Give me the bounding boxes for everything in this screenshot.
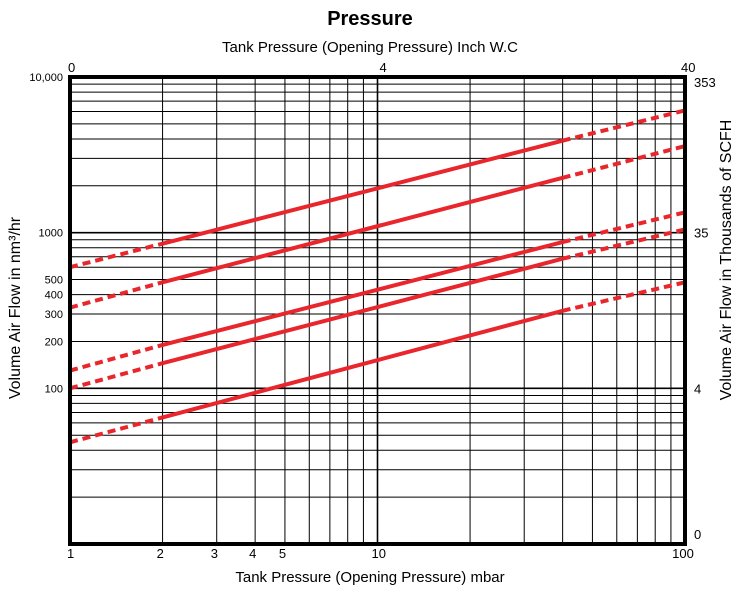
y-axis-title-right: Volume Air Flow in Thousands of SCFH	[718, 120, 735, 401]
series-1-solid-segment	[162, 138, 564, 246]
series-1-dashed-segment	[69, 241, 164, 270]
top-tick-label: 4	[380, 60, 387, 75]
tick-labels: 1 2 3 4 5 10 1000 4 4010,00010005004003002001003…	[29, 60, 715, 561]
y-right-tick-label: 353	[694, 75, 716, 90]
top-tick-label: 40	[681, 60, 695, 75]
y-axis-title-left: Volume Air Flow in nm³/hr	[7, 216, 24, 399]
top-tick-label: 0	[68, 60, 75, 75]
x-tick-label: 1	[67, 546, 74, 561]
x-tick-label: 3	[211, 546, 218, 561]
x-axis-title: Tank Pressure (Opening Pressure) mbar	[235, 569, 504, 586]
y-left-tick-label: 200	[45, 336, 63, 348]
x-tick-label: 4	[249, 546, 256, 561]
y-right-tick-label: 0	[694, 527, 701, 542]
x-tick-label: 100	[672, 546, 694, 561]
plot-frame	[68, 75, 687, 546]
y-right-tick-label: 35	[694, 226, 708, 241]
series-2-dashed-segment	[562, 144, 686, 180]
series-1-dashed-segment	[562, 108, 686, 143]
y-left-tick-label: 100	[45, 383, 63, 395]
series-5-solid-segment	[162, 308, 564, 420]
x-tick-label: 5	[279, 546, 286, 561]
series-4-solid-segment	[162, 256, 564, 366]
series-5-dashed-segment	[69, 415, 164, 445]
series-3-dashed-segment	[69, 343, 164, 373]
series-3-dashed-segment	[562, 210, 686, 245]
y-left-tick-label: 500	[45, 275, 63, 287]
y-left-tick-label: 1000	[39, 228, 63, 240]
series-2-solid-segment	[162, 175, 564, 285]
series-2-dashed-segment	[69, 280, 164, 310]
grid	[70, 77, 685, 544]
series-4-dashed-segment	[562, 227, 686, 261]
y-right-tick-label: 4	[694, 381, 701, 396]
chart-title: Pressure	[327, 8, 413, 30]
y-left-tick-label: 400	[45, 290, 63, 302]
series-3-solid-segment	[162, 240, 564, 347]
series-5-dashed-segment	[562, 280, 686, 313]
y-left-tick-label: 10,000	[29, 72, 63, 84]
series-4-dashed-segment	[69, 361, 164, 391]
x-tick-label: 2	[157, 546, 164, 561]
y-left-tick-label: 300	[45, 309, 63, 321]
series-layer	[69, 108, 686, 445]
x-tick-label: 10	[372, 546, 386, 561]
top-axis-title: Tank Pressure (Opening Pressure) Inch W.…	[222, 39, 518, 56]
